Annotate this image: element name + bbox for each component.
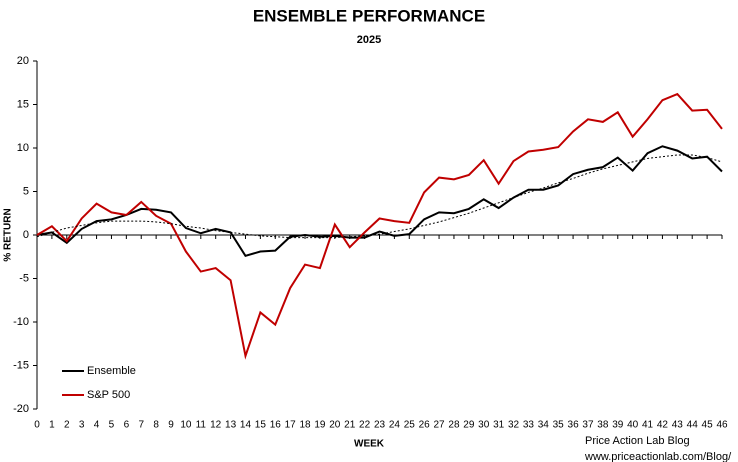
x-tick-label: 17 (285, 420, 297, 431)
x-tick-label: 4 (94, 420, 100, 431)
x-tick-label: 3 (79, 420, 85, 431)
x-tick-label: 14 (240, 420, 252, 431)
x-tick-label: 26 (419, 420, 431, 431)
y-tick-label: -20 (13, 403, 29, 415)
x-tick-label: 21 (344, 420, 356, 431)
x-tick-label: 32 (508, 420, 520, 431)
x-tick-label: 7 (138, 420, 144, 431)
legend-label: Ensemble (87, 365, 136, 377)
x-tick-label: 22 (359, 420, 371, 431)
chart-title: ENSEMBLE PERFORMANCE (253, 6, 485, 25)
x-tick-label: 45 (702, 420, 714, 431)
x-tick-label: 2 (64, 420, 70, 431)
x-tick-label: 29 (463, 420, 475, 431)
legend-label: S&P 500 (87, 389, 130, 401)
x-tick-label: 23 (374, 420, 386, 431)
x-tick-label: 15 (255, 420, 267, 431)
y-tick-label: -15 (13, 359, 29, 371)
x-tick-label: 5 (109, 420, 115, 431)
y-tick-label: 0 (23, 229, 29, 241)
x-tick-label: 46 (716, 420, 728, 431)
x-tick-label: 10 (180, 420, 192, 431)
y-tick-label: -5 (19, 272, 29, 284)
x-tick-label: 31 (493, 420, 505, 431)
x-tick-label: 28 (448, 420, 460, 431)
x-tick-label: 35 (553, 420, 565, 431)
y-tick-label: 5 (23, 185, 29, 197)
x-tick-label: 13 (225, 420, 237, 431)
x-tick-label: 37 (582, 420, 594, 431)
y-tick-label: 15 (17, 98, 29, 110)
x-tick-label: 8 (153, 420, 159, 431)
trend-line (36, 154, 723, 239)
x-tick-label: 18 (299, 420, 311, 431)
x-tick-label: 30 (478, 420, 490, 431)
x-axis-label: WEEK (354, 439, 385, 450)
y-axis-label: % RETURN (3, 208, 14, 261)
x-tick-label: 39 (612, 420, 624, 431)
x-tick-label: 43 (672, 420, 684, 431)
series-line (36, 145, 723, 258)
annotation: www.priceactionlab.com/Blog/ (584, 451, 732, 462)
x-tick-label: 33 (523, 420, 535, 431)
x-tick-label: 20 (329, 420, 341, 431)
x-tick-label: 25 (404, 420, 416, 431)
y-tick-label: -10 (13, 316, 29, 328)
x-tick-label: 12 (210, 420, 222, 431)
x-tick-label: 19 (314, 420, 326, 431)
x-tick-label: 1 (49, 420, 55, 431)
x-tick-label: 0 (34, 420, 40, 431)
x-tick-label: 24 (389, 420, 401, 431)
x-tick-label: 16 (270, 420, 282, 431)
x-tick-label: 27 (434, 420, 446, 431)
series-line (36, 92, 723, 360)
y-tick-label: 20 (17, 55, 29, 67)
x-tick-label: 41 (642, 420, 654, 431)
x-tick-label: 38 (597, 420, 609, 431)
x-tick-label: 34 (538, 420, 550, 431)
x-tick-label: 6 (124, 420, 130, 431)
annotation: Price Action Lab Blog (585, 435, 690, 447)
x-tick-label: 40 (627, 420, 639, 431)
x-tick-label: 11 (196, 420, 207, 431)
y-tick-label: 10 (17, 142, 29, 154)
chart-subtitle: 2025 (357, 34, 381, 46)
x-tick-label: 36 (568, 420, 580, 431)
x-tick-label: 44 (687, 420, 699, 431)
x-tick-label: 42 (657, 420, 669, 431)
x-tick-label: 9 (168, 420, 174, 431)
